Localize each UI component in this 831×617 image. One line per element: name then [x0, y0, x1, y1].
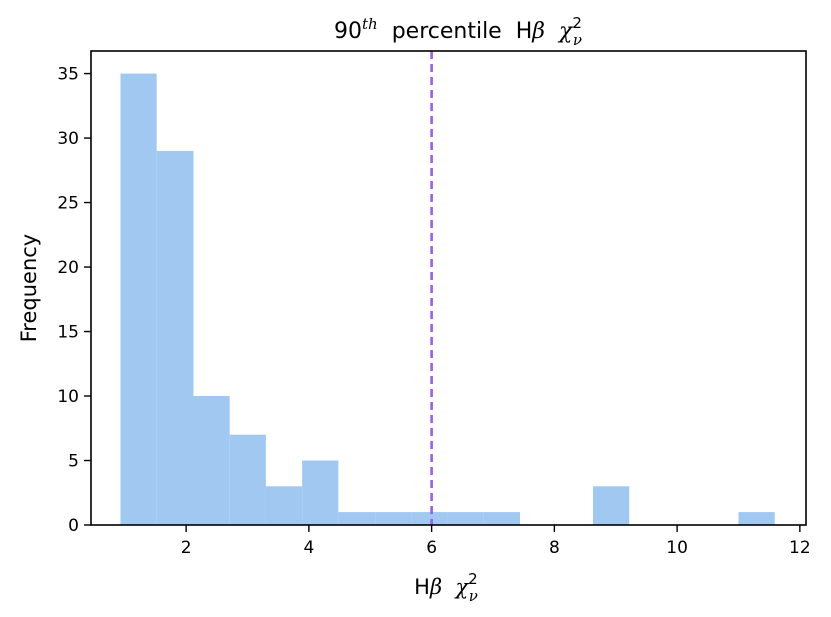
xlabel-beta: β	[429, 575, 442, 599]
plot-frame	[90, 50, 807, 526]
histogram-bar	[447, 512, 484, 525]
histogram-bar	[120, 73, 157, 525]
y-axis-label: Frequency	[17, 234, 41, 343]
histogram-bar	[156, 150, 194, 525]
y-tick-label: 35	[57, 65, 79, 85]
histogram-bar	[375, 512, 412, 525]
histogram-bars	[120, 73, 775, 525]
x-tick-label: 12	[789, 538, 811, 558]
y-tick-label: 5	[68, 452, 79, 472]
histogram-bar	[229, 434, 266, 525]
x-tick-label: 10	[666, 538, 688, 558]
y-tick-label: 30	[57, 129, 79, 149]
y-axis-ticks: 0 5 10 15 20 25 30 35	[57, 65, 91, 536]
title-chi-subscript: ν	[573, 31, 582, 49]
x-tick-label: 2	[181, 538, 192, 558]
histogram-bar	[302, 460, 339, 525]
histogram-bar	[738, 512, 775, 525]
title-beta: β	[531, 19, 545, 44]
y-tick-label: 20	[57, 258, 79, 278]
xlabel-h: H	[414, 575, 430, 599]
title-chi: χ	[557, 19, 574, 44]
y-tick-label: 25	[57, 194, 79, 214]
histogram-bar	[338, 512, 376, 525]
histogram-bar	[411, 512, 448, 525]
histogram-bar	[265, 486, 303, 525]
y-tick-label: 15	[57, 323, 79, 343]
y-tick-label: 0	[68, 516, 79, 536]
chart-title: 90th percentile Hβ χ2 ν	[334, 14, 582, 49]
histogram-bar	[483, 512, 520, 525]
title-prefix: 90	[334, 19, 362, 44]
title-superscript: th	[362, 15, 378, 33]
x-tick-label: 4	[303, 538, 314, 558]
histogram-bar	[193, 396, 230, 525]
xlabel-chi-superscript: 2	[468, 570, 478, 588]
title-chi-superscript: 2	[572, 14, 582, 32]
x-tick-label: 8	[549, 538, 560, 558]
xlabel-chi: χ	[453, 575, 469, 599]
x-axis-ticks: 2 4 6 8 10 12	[181, 525, 811, 558]
y-tick-label: 10	[57, 387, 79, 407]
histogram-bar	[593, 486, 630, 525]
x-axis-label: Hβ χ2 ν	[414, 570, 478, 605]
xlabel-chi-subscript: ν	[469, 587, 478, 605]
title-middle: percentile H	[378, 19, 533, 44]
x-tick-label: 6	[426, 538, 437, 558]
